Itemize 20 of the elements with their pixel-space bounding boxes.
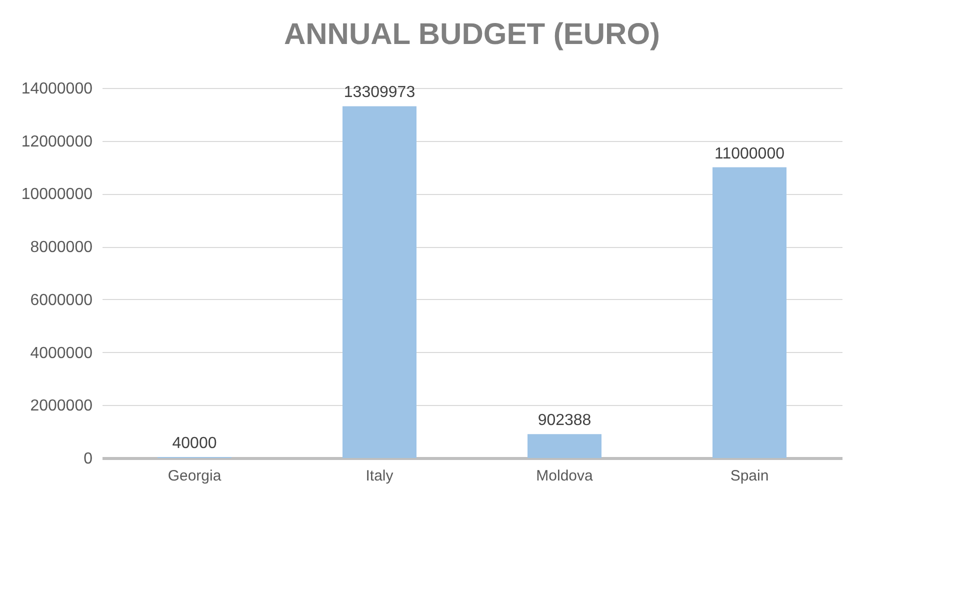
x-tick-label: Moldova	[536, 468, 594, 484]
y-tick-label: 0	[84, 450, 93, 468]
data-label: 40000	[172, 434, 217, 452]
bar	[528, 434, 602, 458]
y-tick-label: 6000000	[30, 292, 93, 309]
y-tick-label: 10000000	[21, 186, 93, 204]
data-label: 11000000	[714, 145, 785, 162]
y-tick-label: 4000000	[30, 344, 93, 362]
y-tick-label: 8000000	[30, 239, 93, 256]
chart-title: ANNUAL BUDGET (EURO)	[284, 18, 660, 51]
bar	[342, 106, 416, 458]
y-tick-label: 2000000	[30, 398, 93, 415]
y-tick-label: 14000000	[21, 80, 93, 98]
y-tick-label: 12000000	[21, 133, 93, 150]
x-tick-label: Georgia	[168, 468, 222, 484]
data-label: 902388	[538, 412, 592, 430]
x-tick-label: Italy	[366, 468, 394, 484]
bar	[712, 167, 786, 458]
data-label: 13309973	[344, 84, 416, 102]
x-tick-label: Spain	[730, 468, 769, 484]
